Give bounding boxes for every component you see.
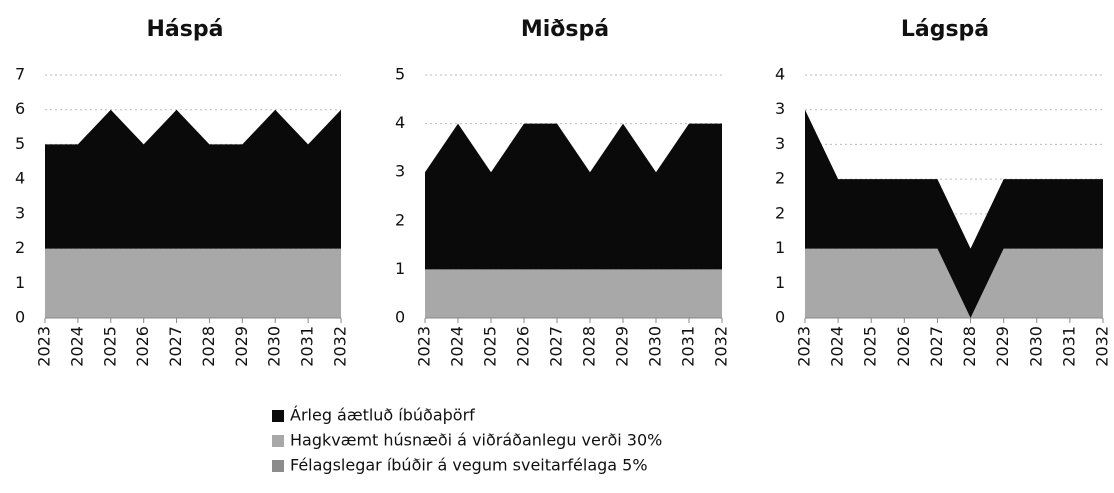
y-tick-label: 2	[15, 238, 25, 257]
x-tick-label: 2028	[580, 326, 599, 367]
x-tick-label: 2026	[133, 326, 152, 367]
x-tick-label: 2031	[679, 326, 698, 367]
y-tick-label: 7	[15, 65, 25, 84]
x-tick-label: 2029	[232, 326, 251, 367]
x-tick-label: 2032	[712, 326, 731, 367]
x-tick-label: 2027	[166, 326, 185, 367]
y-tick-label: 0	[395, 308, 405, 327]
legend-label: Árleg áætluð íbúðaþörf	[290, 406, 475, 425]
legend-swatch	[272, 410, 284, 422]
chart-title: Háspá	[147, 17, 224, 42]
area	[425, 123, 722, 270]
y-tick-label: 3	[775, 134, 785, 153]
x-tick-label: 2030	[1026, 326, 1045, 367]
x-tick-label: 2032	[1093, 326, 1112, 367]
y-tick-label: 3	[775, 99, 785, 118]
y-tick-label: 1	[395, 259, 405, 278]
legend-label: Félagslegar íbúðir á vegum sveitarfélaga…	[290, 456, 648, 475]
area	[45, 109, 341, 249]
x-tick-label: 2030	[265, 326, 284, 367]
x-tick-label: 2027	[547, 326, 566, 367]
y-tick-label: 4	[775, 65, 785, 84]
x-tick-label: 2025	[481, 326, 500, 367]
x-tick-label: 2026	[514, 326, 533, 367]
x-tick-label: 2029	[993, 326, 1012, 367]
x-tick-label: 2023	[795, 326, 814, 367]
y-tick-label: 3	[395, 162, 405, 181]
y-tick-label: 3	[15, 203, 25, 222]
x-tick-label: 2028	[960, 326, 979, 367]
legend-label: Hagkvæmt húsnæði á viðráðanlegu verði 30…	[290, 431, 662, 450]
legend-swatch	[272, 460, 284, 472]
x-tick-label: 2028	[199, 326, 218, 367]
y-tick-label: 5	[15, 134, 25, 153]
y-tick-label: 0	[775, 308, 785, 327]
x-tick-label: 2030	[646, 326, 665, 367]
x-tick-label: 2024	[828, 326, 847, 367]
x-tick-label: 2024	[67, 326, 86, 367]
y-tick-label: 2	[775, 169, 785, 188]
x-tick-label: 2029	[613, 326, 632, 367]
x-tick-label: 2026	[894, 326, 913, 367]
area	[45, 248, 341, 318]
y-tick-label: 5	[395, 65, 405, 84]
area	[425, 269, 722, 318]
x-tick-label: 2031	[298, 326, 317, 367]
area	[805, 109, 1103, 318]
x-tick-label: 2032	[331, 326, 350, 367]
x-tick-label: 2023	[35, 326, 54, 367]
y-tick-label: 2	[775, 203, 785, 222]
chart-title: Lágspá	[901, 17, 989, 42]
y-tick-label: 4	[15, 169, 25, 188]
x-tick-label: 2025	[100, 326, 119, 367]
y-tick-label: 1	[775, 238, 785, 257]
x-tick-label: 2031	[1059, 326, 1078, 367]
y-tick-label: 1	[15, 273, 25, 292]
area	[805, 248, 1103, 318]
x-tick-label: 2023	[415, 326, 434, 367]
y-tick-label: 2	[395, 210, 405, 229]
x-tick-label: 2027	[927, 326, 946, 367]
y-tick-label: 0	[15, 308, 25, 327]
y-tick-label: 6	[15, 99, 25, 118]
y-tick-label: 1	[775, 273, 785, 292]
x-tick-label: 2025	[861, 326, 880, 367]
chart-title: Miðspá	[521, 17, 609, 42]
legend-swatch	[272, 435, 284, 447]
x-tick-label: 2024	[448, 326, 467, 367]
y-tick-label: 4	[395, 113, 405, 132]
